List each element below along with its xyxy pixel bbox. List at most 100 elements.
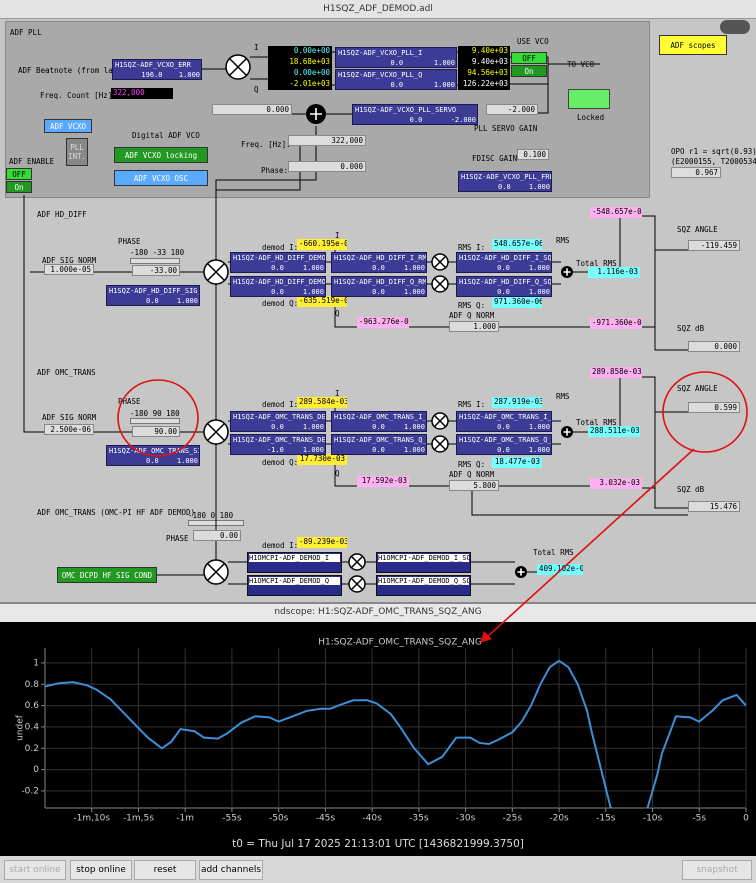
plot: H1:SQZ-ADF_OMC_TRANS_SQZ_ANG undef t0 = … [16, 638, 750, 851]
filter-gain: 1.000 [433, 81, 455, 89]
filter-name: H1OMCPI-ADF_DEMOD_I [249, 554, 340, 562]
readout: 0.000 [288, 161, 366, 172]
readout: 971.360e-06 [492, 297, 542, 308]
filter-box[interactable]: H1SQZ-ADF_OMC_TRANS_DEMOD_I 0.0 1.000 [230, 411, 326, 432]
multiplier-cross [207, 423, 225, 441]
readout: 1.000e-05 [44, 264, 94, 275]
filter-offset: 0.0 [146, 297, 159, 305]
filter-box[interactable]: H1OMCPI-ADF_DEMOD_I [247, 552, 342, 573]
multiplier-cross [433, 277, 447, 291]
readout: 548.657e-06 [492, 239, 542, 250]
label: TO VCO [567, 60, 595, 69]
label: I [335, 231, 340, 240]
button[interactable]: start online [4, 860, 66, 880]
label: PLL SERVO GAIN [474, 124, 538, 133]
filter-box[interactable]: H1SQZ-ADF_VCXO_ERR 196.0 1.000 [112, 59, 202, 80]
x-tick-label: -35s [409, 814, 429, 824]
button[interactable]: ADF scopes [659, 35, 727, 55]
filter-box[interactable]: H1SQZ-ADF_HD_DIFF_DEMOD_I 0.0 1.000 [230, 252, 326, 273]
filter-box[interactable]: H1OMCPI-ADF_DEMOD_I_SQ_L [376, 552, 471, 573]
filter-box[interactable]: H1SQZ-ADF_OMC_TRANS_Q_SQ_L 0.0 1.000 [456, 434, 552, 455]
filter-name: H1SQZ-ADF_HD_DIFF_I_RMS [334, 254, 426, 262]
label: ADF OMC_TRANS [37, 368, 96, 377]
x-tick-label: -1m,5s [123, 814, 154, 824]
readout: 409.102e-03 [537, 564, 583, 575]
readout: 0.00e+00 [268, 68, 332, 79]
filter-box[interactable]: H1SQZ-ADF_HD_DIFF_Q_RMS 0.0 1.000 [331, 276, 427, 297]
label: PHASE [118, 237, 141, 246]
readout: 0.000 [688, 341, 740, 352]
label: ADF SIG NORM [42, 256, 97, 265]
filter-name: H1SQZ-ADF_VCXO_ERR [115, 61, 191, 69]
filter-box[interactable]: H1SQZ-ADF_VCXO_PLL_FREQ 0.0 1.000 [458, 171, 552, 192]
summer-plus [563, 428, 571, 436]
y-tick-label: 0.6 [25, 701, 40, 711]
readout: 5.800 [449, 480, 499, 491]
label: SQZ ANGLE [677, 384, 718, 393]
button[interactable]: snapshot [682, 860, 752, 880]
button[interactable]: ADF VCXO locking [114, 147, 208, 163]
filter-box[interactable]: H1SQZ-ADF_OMC_TRANS_DEMOD_Q -1.0 1.000 [230, 434, 326, 455]
button[interactable]: On [511, 65, 547, 77]
filter-box[interactable]: H1SQZ-ADF_OMC_TRANS_I_SQ_L 0.0 1.000 [456, 411, 552, 432]
readout: -89.239e-03 [297, 537, 347, 548]
button[interactable]: OMC DCPD HF SIG COND [57, 567, 157, 583]
readout: 18.68e+03 [268, 57, 332, 68]
filter-offset: 0.0 [271, 288, 284, 296]
label: demod I: [262, 541, 299, 550]
label: Q [254, 85, 259, 94]
button[interactable]: reset [134, 860, 196, 880]
filter-box[interactable]: H1SQZ-ADF_HD_DIFF_Q_SQ_L 0.0 1.000 [456, 276, 552, 297]
filter-name: H1SQZ-ADF_HD_DIFF_Q_RMS [334, 278, 426, 286]
readout: 289.584e-03 [297, 397, 347, 408]
filter-gain: 1.000 [528, 423, 550, 431]
filter-box[interactable]: H1SQZ-ADF_OMC_TRANS_I_RMS 0.0 1.000 [331, 411, 427, 432]
filter-box[interactable]: H1SQZ-ADF_VCXO_PLL_SERVO 0.0 -2.000 [352, 104, 478, 125]
filter-offset: -1.0 [266, 446, 284, 454]
filter-box[interactable]: H1SQZ-ADF_OMC_TRANS_Q_RMS 0.0 1.000 [331, 434, 427, 455]
label: Q [335, 469, 340, 478]
filter-box[interactable]: H1SQZ-ADF_VCXO_PLL_Q 0.0 1.000 [335, 69, 457, 90]
label: RMS I: [458, 243, 486, 252]
button[interactable]: OFF [6, 168, 32, 180]
button[interactable]: add channels [199, 860, 263, 880]
multiplier-cross [433, 414, 447, 428]
filter-box[interactable]: H1SQZ-ADF_HD_DIFF_DEMOD_Q 0.0 1.000 [230, 276, 326, 297]
x-tick-label: -40s [362, 814, 382, 824]
filter-box[interactable]: H1SQZ-ADF_VCXO_PLL_I 0.0 1.000 [335, 47, 457, 68]
readout: -548.657e-06 [590, 207, 642, 218]
x-tick-label: -45s [316, 814, 336, 824]
button[interactable]: PLL INT. [66, 138, 88, 166]
filter-offset: 196.0 [141, 71, 163, 79]
filter-offset: 0.0 [390, 59, 404, 67]
filter-name: H1SQZ-ADF_OMC_TRANS_Q_RMS [334, 436, 426, 444]
label: -180 90 180 [130, 409, 180, 418]
filter-box[interactable]: H1OMCPI-ADF_DEMOD_Q [247, 575, 342, 596]
button[interactable]: On [6, 181, 32, 193]
filter-box[interactable]: H1SQZ-ADF_OMC_TRANS_SIG_COND 0.0 1.000 [106, 445, 200, 466]
filter-name: H1SQZ-ADF_HD_DIFF_Q_SQ_L [459, 278, 551, 286]
readout: 90.00 [132, 426, 180, 437]
filter-name: H1SQZ-ADF_VCXO_PLL_Q [338, 71, 423, 79]
multiplier-cross [433, 255, 447, 269]
filter-box[interactable]: H1OMCPI-ADF_DEMOD_Q_SQ_L [376, 575, 471, 596]
filter-box[interactable]: H1SQZ-ADF_HD_DIFF_I_SQ_L 0.0 1.000 [456, 252, 552, 273]
x-tick-label: -30s [456, 814, 476, 824]
button[interactable]: stop online [70, 860, 132, 880]
button[interactable]: ADF VCXO [44, 119, 92, 133]
x-tick-label: -20s [549, 814, 569, 824]
y-tick-label: 0.4 [25, 722, 40, 732]
locked-indicator [568, 89, 610, 109]
menu-dots[interactable] [720, 20, 750, 34]
label: PHASE [118, 397, 141, 406]
plot-area [0, 622, 756, 856]
filter-box[interactable]: H1SQZ-ADF_HD_DIFF_SIG_COND 0.0 1.000 [106, 285, 200, 306]
readout: -2.01e+03 [268, 79, 332, 90]
filter-name: H1SQZ-ADF_OMC_TRANS_DEMOD_Q [233, 436, 325, 444]
label: demod I: [262, 400, 299, 409]
button[interactable]: ADF VCXO OSC [114, 170, 208, 186]
readout: 289.858e-03 [590, 367, 642, 378]
filter-box[interactable]: H1SQZ-ADF_HD_DIFF_I_RMS 0.0 1.000 [331, 252, 427, 273]
label: Phase: [261, 166, 289, 175]
button[interactable]: OFF [511, 52, 547, 64]
